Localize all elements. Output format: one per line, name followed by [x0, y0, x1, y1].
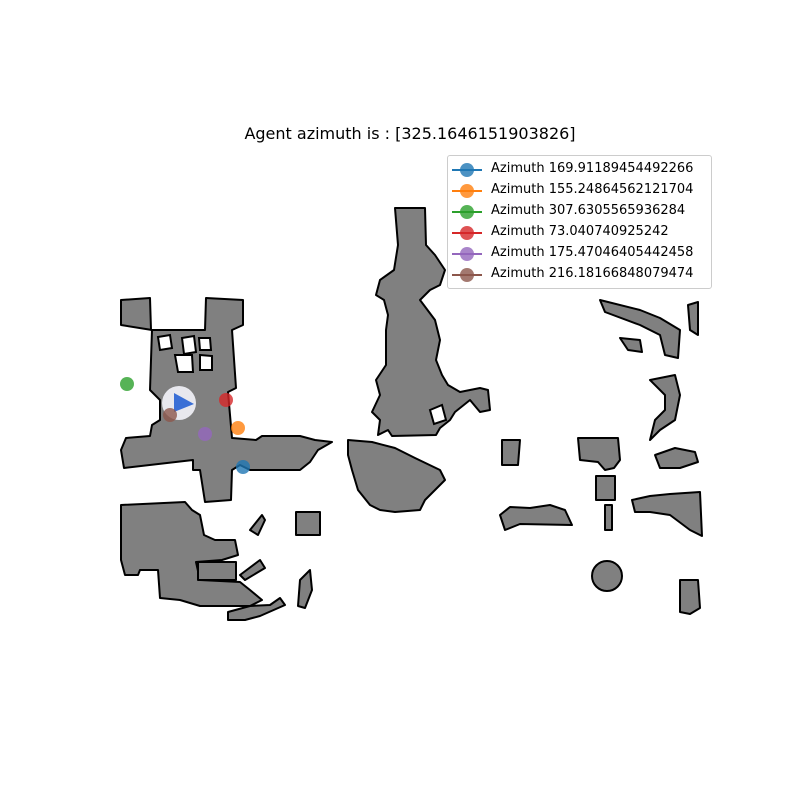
target-marker	[163, 408, 177, 422]
target-marker	[219, 393, 233, 407]
obstacle-region	[649, 374, 681, 441]
legend-entry: Azimuth 169.91189454492266	[448, 159, 711, 180]
target-marker	[198, 427, 212, 441]
obstacle-region	[347, 439, 446, 513]
legend-marker-icon	[460, 184, 474, 198]
target-markers	[120, 377, 250, 474]
legend-label: Azimuth 73.040740925242	[491, 224, 669, 239]
agent-heading-icon	[174, 393, 194, 412]
plot-title: Agent azimuth is : [325.1646151903826]	[244, 124, 576, 143]
obstacle-region	[591, 560, 623, 592]
legend-label: Azimuth 155.24864562121704	[491, 182, 694, 197]
obstacle-region	[120, 501, 263, 607]
obstacle-region	[249, 514, 266, 536]
legend-entry: Azimuth 307.6305565936284	[448, 201, 711, 222]
obstacle-region	[599, 299, 681, 359]
legend-marker-icon	[460, 205, 474, 219]
obstacle-region	[687, 301, 699, 336]
target-marker	[231, 421, 245, 435]
legend-label: Azimuth 307.6305565936284	[491, 203, 686, 218]
legend-label: Azimuth 175.47046405442458	[491, 245, 694, 260]
legend-marker-icon	[460, 226, 474, 240]
legend-label: Azimuth 216.18166848079474	[491, 266, 694, 281]
obstacle-region	[595, 475, 616, 501]
obstacle-region	[631, 491, 703, 537]
legend-entry: Azimuth 175.47046405442458	[448, 243, 711, 264]
target-marker	[120, 377, 134, 391]
free-space-holes	[156, 333, 448, 426]
legend-entry: Azimuth 155.24864562121704	[448, 180, 711, 201]
legend-entry: Azimuth 216.18166848079474	[448, 264, 711, 285]
obstacle-region	[604, 504, 613, 531]
legend-entry: Azimuth 73.040740925242	[448, 222, 711, 243]
legend: Azimuth 169.91189454492266 Azimuth 155.24…	[447, 155, 712, 289]
obstacle-region	[501, 439, 521, 466]
obstacle-region	[197, 561, 237, 581]
obstacle-region	[679, 579, 701, 615]
obstacle-region	[371, 207, 491, 437]
legend-marker-icon	[460, 268, 474, 282]
obstacle-region	[239, 559, 266, 581]
obstacle-region	[577, 437, 621, 471]
obstacle-region	[227, 597, 286, 621]
obstacle-region	[654, 447, 699, 469]
legend-marker-icon	[460, 247, 474, 261]
obstacle-region	[297, 569, 313, 609]
obstacle-region	[295, 511, 321, 536]
obstacle-region	[619, 337, 643, 353]
legend-marker-icon	[460, 163, 474, 177]
obstacle-region	[499, 504, 573, 531]
legend-label: Azimuth 169.91189454492266	[491, 161, 694, 176]
target-marker	[236, 460, 250, 474]
